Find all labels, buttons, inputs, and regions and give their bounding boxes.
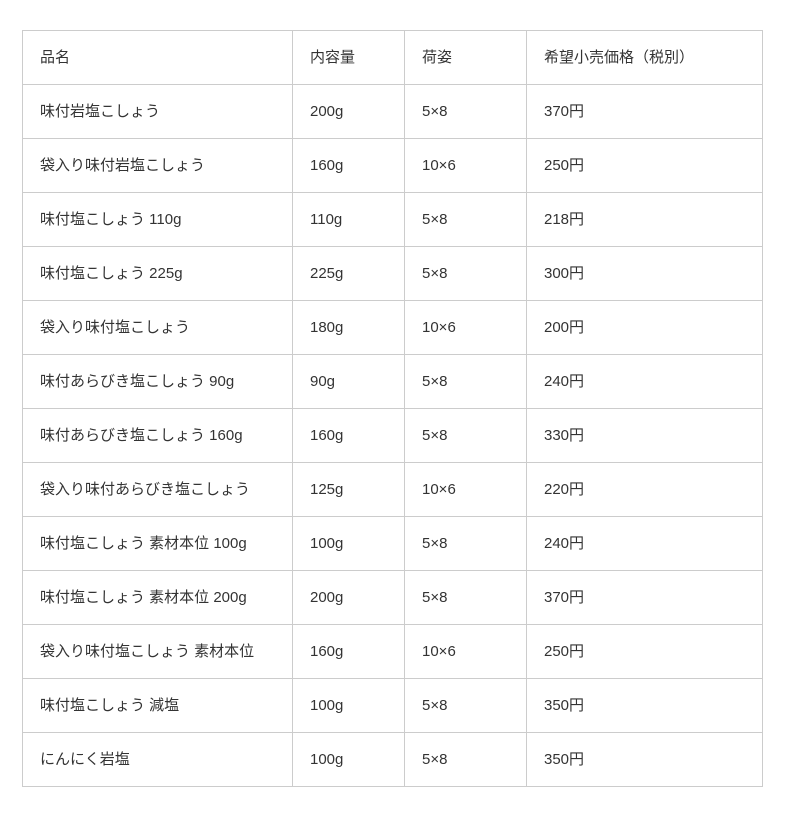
cell-packing: 5×8 <box>404 732 527 787</box>
cell-volume: 160g <box>292 138 405 193</box>
table-row: 袋入り味付岩塩こしょう 160g 10×6 250円 <box>22 138 763 193</box>
table-row: 味付岩塩こしょう 200g 5×8 370円 <box>22 84 763 139</box>
cell-packing: 5×8 <box>404 192 527 247</box>
cell-name: 味付塩こしょう 110g <box>22 192 293 247</box>
cell-price: 370円 <box>526 84 763 139</box>
product-price-table-container: 品名 内容量 荷姿 希望小売価格（税別） 味付岩塩こしょう 200g 5×8 370円 袋入り… <box>22 30 763 787</box>
cell-volume: 125g <box>292 462 405 517</box>
cell-price: 200円 <box>526 300 763 355</box>
cell-name: 味付あらびき塩こしょう 90g <box>22 354 293 409</box>
cell-packing: 5×8 <box>404 246 527 301</box>
cell-packing: 5×8 <box>404 678 527 733</box>
cell-name: 袋入り味付塩こしょう 素材本位 <box>22 624 293 679</box>
cell-volume: 100g <box>292 678 405 733</box>
table-row: 味付塩こしょう 減塩 100g 5×8 350円 <box>22 678 763 733</box>
cell-name: 袋入り味付あらびき塩こしょう <box>22 462 293 517</box>
cell-price: 350円 <box>526 678 763 733</box>
cell-name: 味付塩こしょう 225g <box>22 246 293 301</box>
cell-packing: 10×6 <box>404 462 527 517</box>
table-row: 味付あらびき塩こしょう 90g 90g 5×8 240円 <box>22 354 763 409</box>
table-row: 袋入り味付塩こしょう 180g 10×6 200円 <box>22 300 763 355</box>
cell-price: 218円 <box>526 192 763 247</box>
table-row: 味付塩こしょう 素材本位 200g 200g 5×8 370円 <box>22 570 763 625</box>
cell-packing: 5×8 <box>404 408 527 463</box>
cell-price: 350円 <box>526 732 763 787</box>
cell-price: 300円 <box>526 246 763 301</box>
cell-price: 330円 <box>526 408 763 463</box>
table-row: 味付塩こしょう 225g 225g 5×8 300円 <box>22 246 763 301</box>
cell-packing: 5×8 <box>404 570 527 625</box>
table-row: 袋入り味付あらびき塩こしょう 125g 10×6 220円 <box>22 462 763 517</box>
header-row: 品名 内容量 荷姿 希望小売価格（税別） <box>22 30 763 85</box>
cell-packing: 5×8 <box>404 516 527 571</box>
cell-volume: 180g <box>292 300 405 355</box>
cell-packing: 10×6 <box>404 300 527 355</box>
column-header-volume: 内容量 <box>292 30 405 85</box>
cell-packing: 10×6 <box>404 138 527 193</box>
cell-volume: 100g <box>292 732 405 787</box>
cell-price: 370円 <box>526 570 763 625</box>
cell-name: 味付塩こしょう 素材本位 200g <box>22 570 293 625</box>
cell-price: 250円 <box>526 138 763 193</box>
cell-packing: 10×6 <box>404 624 527 679</box>
cell-volume: 100g <box>292 516 405 571</box>
column-header-name: 品名 <box>22 30 293 85</box>
cell-name: 袋入り味付塩こしょう <box>22 300 293 355</box>
cell-volume: 90g <box>292 354 405 409</box>
cell-name: 味付あらびき塩こしょう 160g <box>22 408 293 463</box>
cell-name: 味付岩塩こしょう <box>22 84 293 139</box>
cell-price: 240円 <box>526 516 763 571</box>
cell-name: 味付塩こしょう 素材本位 100g <box>22 516 293 571</box>
cell-price: 240円 <box>526 354 763 409</box>
cell-packing: 5×8 <box>404 354 527 409</box>
table-row: 味付塩こしょう 110g 110g 5×8 218円 <box>22 192 763 247</box>
cell-price: 250円 <box>526 624 763 679</box>
table-row: 袋入り味付塩こしょう 素材本位 160g 10×6 250円 <box>22 624 763 679</box>
table-row: 味付塩こしょう 素材本位 100g 100g 5×8 240円 <box>22 516 763 571</box>
table-row: にんにく岩塩 100g 5×8 350円 <box>22 732 763 787</box>
cell-volume: 225g <box>292 246 405 301</box>
cell-volume: 160g <box>292 624 405 679</box>
column-header-price: 希望小売価格（税別） <box>526 30 763 85</box>
table-row: 味付あらびき塩こしょう 160g 160g 5×8 330円 <box>22 408 763 463</box>
cell-volume: 200g <box>292 570 405 625</box>
product-price-table: 品名 内容量 荷姿 希望小売価格（税別） 味付岩塩こしょう 200g 5×8 370円 袋入り… <box>22 30 763 787</box>
cell-volume: 160g <box>292 408 405 463</box>
column-header-packing: 荷姿 <box>404 30 527 85</box>
cell-volume: 200g <box>292 84 405 139</box>
table-body: 味付岩塩こしょう 200g 5×8 370円 袋入り味付岩塩こしょう 160g 10×6 25… <box>22 84 763 787</box>
cell-name: にんにく岩塩 <box>22 732 293 787</box>
cell-price: 220円 <box>526 462 763 517</box>
cell-name: 味付塩こしょう 減塩 <box>22 678 293 733</box>
cell-name: 袋入り味付岩塩こしょう <box>22 138 293 193</box>
cell-volume: 110g <box>292 192 405 247</box>
cell-packing: 5×8 <box>404 84 527 139</box>
